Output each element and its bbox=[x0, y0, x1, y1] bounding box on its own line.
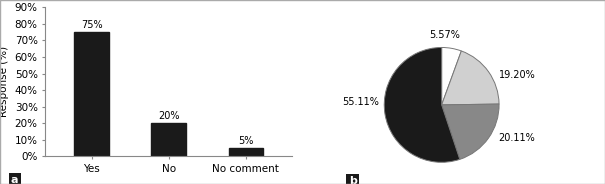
Bar bbox=[74, 32, 109, 156]
Text: 5%: 5% bbox=[238, 136, 253, 146]
Text: 55.11%: 55.11% bbox=[342, 97, 379, 107]
Text: b: b bbox=[348, 176, 356, 184]
Text: 20.11%: 20.11% bbox=[498, 133, 535, 143]
Wedge shape bbox=[442, 51, 499, 105]
Text: 20%: 20% bbox=[158, 111, 180, 121]
Bar bbox=[151, 123, 186, 156]
Text: a: a bbox=[11, 175, 18, 184]
Wedge shape bbox=[384, 47, 460, 162]
Text: 75%: 75% bbox=[81, 20, 102, 30]
Text: 5.57%: 5.57% bbox=[429, 30, 460, 40]
Y-axis label: Response (%): Response (%) bbox=[0, 46, 9, 117]
Wedge shape bbox=[442, 47, 462, 105]
Text: 19.20%: 19.20% bbox=[499, 70, 536, 80]
Wedge shape bbox=[442, 104, 499, 159]
Bar bbox=[229, 148, 263, 156]
